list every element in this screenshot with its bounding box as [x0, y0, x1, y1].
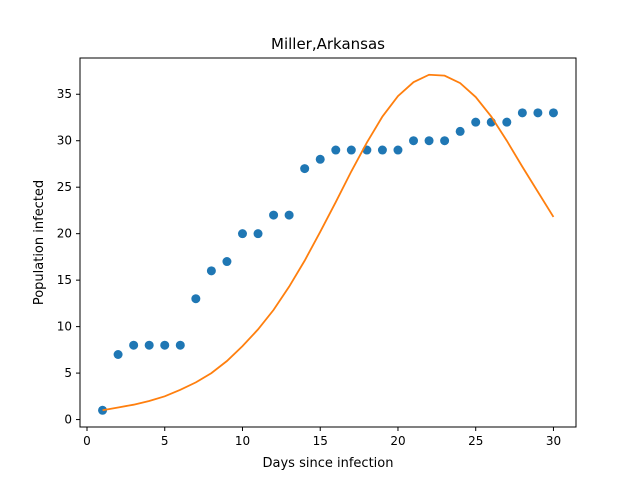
- data-point: [409, 136, 419, 146]
- data-point: [206, 266, 216, 276]
- data-point: [284, 210, 294, 220]
- data-point: [455, 126, 465, 136]
- fitted-curve-line: [102, 73, 555, 412]
- data-point: [331, 145, 341, 155]
- data-point: [517, 108, 527, 118]
- x-tick-label: 0: [83, 434, 91, 448]
- y-tick-label: 5: [64, 366, 72, 380]
- data-point: [440, 136, 450, 146]
- data-point: [144, 340, 154, 350]
- data-point: [424, 136, 434, 146]
- data-point: [346, 145, 356, 155]
- data-point: [533, 108, 543, 118]
- y-axis-ticks: 0 5 10 15 20 25 30 35: [57, 87, 80, 427]
- x-tick-label: 25: [468, 434, 483, 448]
- y-tick-label: 25: [57, 180, 72, 194]
- y-tick-label: 15: [57, 273, 72, 287]
- data-point: [393, 145, 403, 155]
- y-tick-label: 0: [64, 413, 72, 427]
- data-point: [237, 229, 247, 239]
- x-tick-label: 30: [546, 434, 561, 448]
- data-point: [98, 405, 108, 415]
- y-tick-label: 35: [57, 87, 72, 101]
- y-tick-label: 10: [57, 320, 72, 334]
- axes-frame: [79, 57, 577, 428]
- data-point: [269, 210, 279, 220]
- x-axis-ticks: 0 5 10 15 20 25 30: [83, 427, 561, 448]
- chart-title: Miller,Arkansas: [271, 35, 385, 53]
- data-point: [377, 145, 387, 155]
- y-axis-label: Population infected: [32, 180, 47, 305]
- data-point: [548, 108, 558, 118]
- data-point: [175, 340, 185, 350]
- x-tick-label: 5: [161, 434, 169, 448]
- data-point: [113, 350, 123, 360]
- y-tick-label: 30: [57, 134, 72, 148]
- x-tick-label: 15: [313, 434, 328, 448]
- x-tick-label: 10: [235, 434, 250, 448]
- x-axis-label: Days since infection: [263, 456, 394, 471]
- data-point: [222, 257, 232, 267]
- plot-marks: [98, 73, 558, 415]
- y-tick-label: 20: [57, 227, 72, 241]
- x-tick-label: 20: [390, 434, 405, 448]
- data-point: [315, 154, 325, 164]
- data-point: [300, 164, 310, 174]
- data-point: [253, 229, 263, 239]
- data-point: [502, 117, 512, 127]
- data-point: [191, 294, 201, 304]
- data-point: [471, 117, 481, 127]
- data-point: [160, 340, 170, 350]
- data-point: [129, 340, 139, 350]
